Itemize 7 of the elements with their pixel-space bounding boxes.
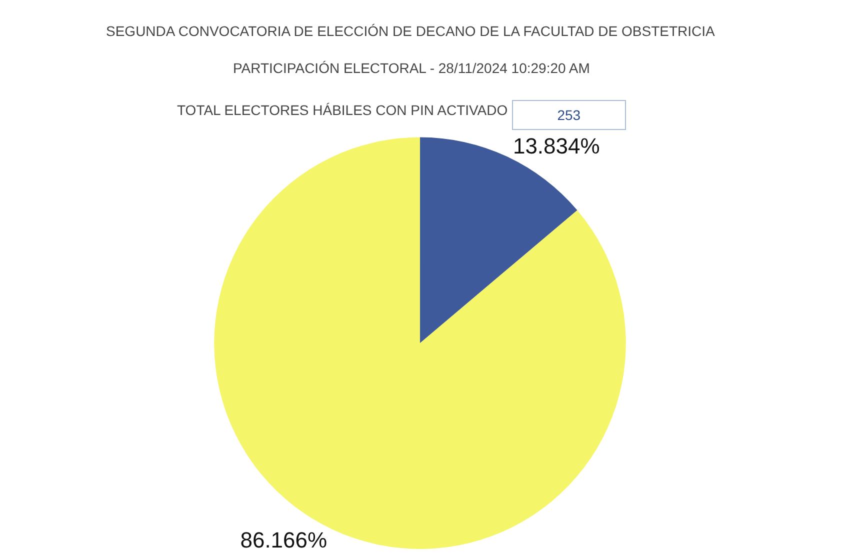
text: 253: [557, 107, 581, 123]
text: TOTAL ELECTORES HÁBILES CON PIN ACTIVADO: [177, 102, 508, 118]
data-label: 13.834%: [512, 134, 600, 159]
chart-subtitle: PARTICIPACIÓN ELECTORAL - 28/11/2024 10:29:20 AM: [233, 60, 590, 76]
pie-slice: [214, 137, 626, 549]
data-label: 86.166%: [240, 528, 328, 553]
chart-title: SEGUNDA CONVOCATORIA DE ELECCIÓN DE DECANO DE LA FACULTAD DE OBSTETRICIA: [106, 23, 716, 39]
